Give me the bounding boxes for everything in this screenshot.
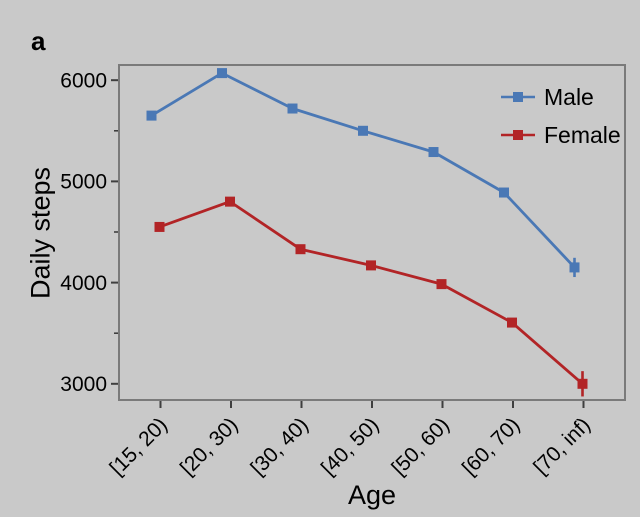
female-series-swatch-icon [501, 130, 535, 140]
x-axis-label: Age [347, 480, 397, 510]
data-point-male-3 [358, 125, 368, 136]
panel-label: a [31, 26, 46, 56]
data-point-male-6 [569, 262, 580, 273]
x-tick-label: [40, 50) [317, 413, 384, 480]
data-point-female-3 [366, 260, 376, 271]
y-tick-label: 6000 [60, 69, 107, 92]
data-point-male-2 [287, 103, 298, 114]
data-point-male-5 [499, 187, 509, 198]
legend-item-female: Female [501, 122, 621, 148]
legend-label-female: Female [544, 121, 621, 148]
y-axis-label: Daily steps [25, 166, 56, 300]
male-series-swatch-icon [501, 92, 535, 102]
data-point-female-2 [295, 244, 306, 255]
data-point-female-6 [577, 378, 588, 389]
y-tick-label: 3000 [60, 373, 107, 396]
legend-label-male: Male [544, 83, 594, 110]
data-point-female-1 [225, 196, 235, 207]
legend-item-male: Male [501, 84, 621, 110]
data-point-male-0 [146, 110, 157, 121]
data-point-female-0 [154, 221, 165, 232]
plot-border [118, 64, 626, 401]
x-tick-label: [20, 30) [176, 413, 243, 480]
y-tick-label: 5000 [60, 171, 107, 194]
data-point-female-4 [436, 279, 447, 290]
x-tick-label: [30, 40) [246, 413, 313, 480]
data-point-female-5 [507, 317, 517, 328]
x-tick-label: [60, 70) [458, 413, 525, 480]
x-tick-label: [70, inf) [529, 413, 595, 479]
x-tick-label: [50, 60) [387, 413, 454, 480]
x-tick-label: [15, 20) [105, 413, 172, 480]
y-tick-label: 4000 [60, 272, 107, 295]
series-line-female [159, 200, 584, 385]
data-point-male-1 [217, 68, 227, 79]
legend: Male Female [501, 84, 621, 160]
data-point-male-4 [428, 147, 439, 158]
